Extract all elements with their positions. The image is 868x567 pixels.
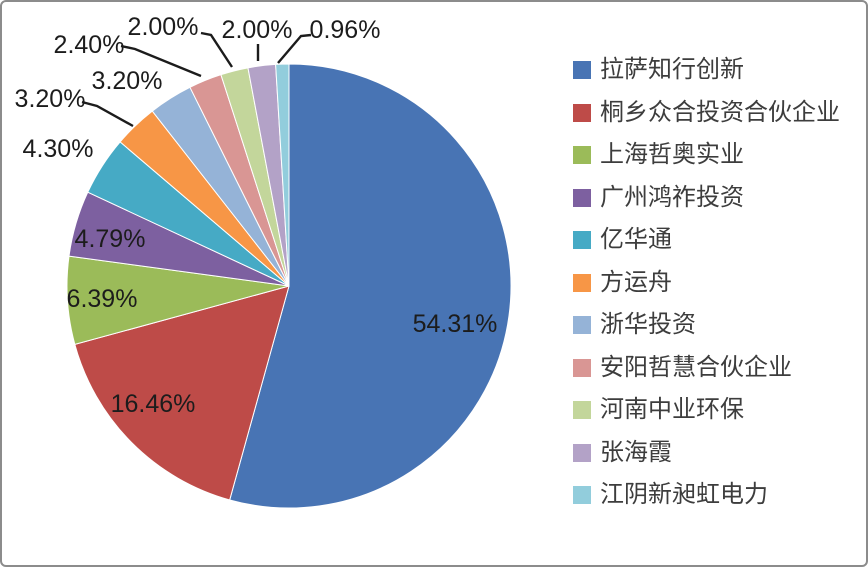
slice-value-label-9: 2.00% (222, 16, 293, 44)
slice-value-label-3: 4.79% (75, 225, 146, 253)
leader-line-7 (120, 44, 202, 78)
leader-line-10 (277, 33, 312, 64)
pie-slice-0 (229, 63, 512, 509)
leader-line-8 (200, 31, 234, 68)
slice-value-label-7: 2.40% (54, 31, 125, 59)
slice-value-label-6: 3.20% (92, 67, 163, 95)
slice-value-label-1: 16.46% (111, 390, 196, 418)
leader-line-5 (81, 100, 134, 128)
slice-value-label-8: 2.00% (128, 13, 199, 41)
pie-slice-1 (74, 285, 290, 501)
slice-value-labels-group: 54.31% 16.46% 6.39% 4.79% 4.30% 3.20%3.20% 2.4… (15, 13, 498, 418)
slice-value-label-4: 4.30% (23, 135, 94, 163)
slice-value-label-10: 0.96% (310, 16, 381, 44)
leader-lines-group (81, 31, 312, 128)
slice-value-label-0: 54.31% (413, 310, 498, 338)
pie-slices-group (66, 63, 512, 509)
pie-slice-10 (275, 63, 290, 287)
slice-value-label-2: 6.39% (67, 285, 138, 313)
slice-value-label-5: 3.20% (15, 85, 86, 113)
